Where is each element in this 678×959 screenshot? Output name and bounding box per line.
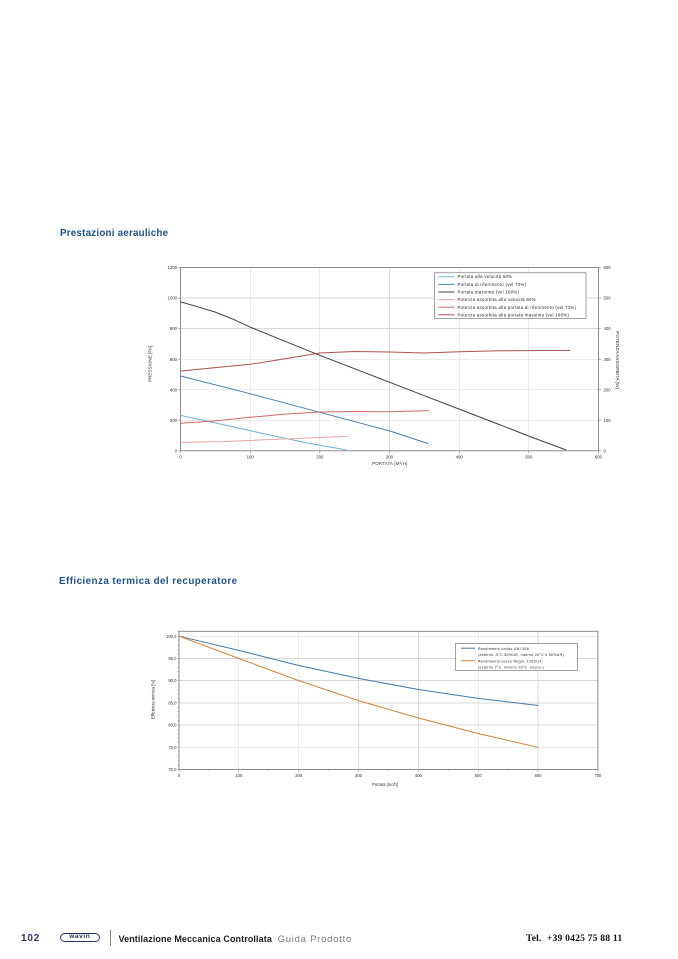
- svg-text:95,0: 95,0: [168, 656, 177, 661]
- svg-text:0: 0: [604, 448, 607, 453]
- svg-text:200: 200: [316, 455, 324, 460]
- svg-text:80,0: 80,0: [168, 723, 177, 728]
- svg-text:Portata di riferimento (vel 73: Portata di riferimento (vel 73%): [458, 282, 527, 287]
- svg-text:400: 400: [456, 455, 464, 460]
- svg-text:400: 400: [604, 326, 612, 331]
- svg-text:Efficienza termica [%]: Efficienza termica [%]: [151, 680, 156, 719]
- svg-text:700: 700: [594, 773, 602, 778]
- svg-text:90,0: 90,0: [168, 678, 177, 683]
- svg-text:1000: 1000: [167, 296, 177, 301]
- svg-text:POTENZA ASSORBITA [W]: POTENZA ASSORBITA [W]: [615, 331, 620, 388]
- svg-text:400: 400: [415, 773, 423, 778]
- svg-text:70,0: 70,0: [168, 767, 177, 772]
- svg-text:Potenza assorbita alla velocit: Potenza assorbita alla velocità 50%: [458, 297, 536, 302]
- svg-text:85,0: 85,0: [168, 701, 177, 706]
- svg-text:800: 800: [170, 326, 178, 331]
- svg-text:600: 600: [604, 265, 612, 270]
- svg-text:Potenza assorbita alla portata: Potenza assorbita alla portata massima (…: [458, 312, 570, 317]
- svg-text:PORTATA [M³/H]: PORTATA [M³/H]: [372, 461, 407, 466]
- svg-text:Portata alla velocità 50%: Portata alla velocità 50%: [458, 274, 513, 279]
- svg-text:600: 600: [170, 357, 178, 362]
- svg-text:200: 200: [295, 773, 303, 778]
- svg-text:Portata [mc/h]: Portata [mc/h]: [372, 782, 398, 787]
- svg-text:Rendimento umido UNI 308: Rendimento umido UNI 308: [478, 647, 529, 651]
- svg-text:0: 0: [175, 448, 178, 453]
- svg-text:400: 400: [170, 387, 178, 392]
- svg-text:600: 600: [535, 773, 543, 778]
- svg-text:300: 300: [355, 773, 363, 778]
- svg-text:600: 600: [595, 455, 603, 460]
- svg-text:100: 100: [247, 455, 255, 460]
- svg-text:500: 500: [525, 455, 533, 460]
- svg-text:1200: 1200: [167, 265, 177, 270]
- svg-text:75,0: 75,0: [168, 745, 177, 750]
- svg-text:200: 200: [604, 387, 612, 392]
- svg-text:(esterno 7°C, interno 20°C -se: (esterno 7°C, interno 20°C -secco-): [478, 666, 544, 670]
- svg-text:Potenza assorbita alla portata: Potenza assorbita alla portata di riferi…: [458, 305, 577, 310]
- svg-text:0: 0: [178, 773, 181, 778]
- svg-text:100: 100: [604, 418, 612, 423]
- svg-text:Rendimento secco Regol. 1253/1: Rendimento secco Regol. 1253/14:: [478, 659, 543, 663]
- svg-text:500: 500: [475, 773, 483, 778]
- svg-text:500: 500: [604, 296, 612, 301]
- svg-text:200: 200: [170, 418, 178, 423]
- svg-text:300: 300: [386, 455, 394, 460]
- svg-text:100,0: 100,0: [166, 634, 177, 639]
- svg-text:Portata massima (vel 100%): Portata massima (vel 100%): [458, 290, 520, 295]
- svg-text:0: 0: [179, 455, 182, 460]
- svg-text:100: 100: [235, 773, 243, 778]
- svg-text:300: 300: [604, 357, 612, 362]
- svg-text:(esterno -5°C 80%UR, interno 2: (esterno -5°C 80%UR, interno 20°C e 50%U…: [478, 653, 564, 657]
- svg-text:PRESSIONE [PA]: PRESSIONE [PA]: [148, 346, 153, 382]
